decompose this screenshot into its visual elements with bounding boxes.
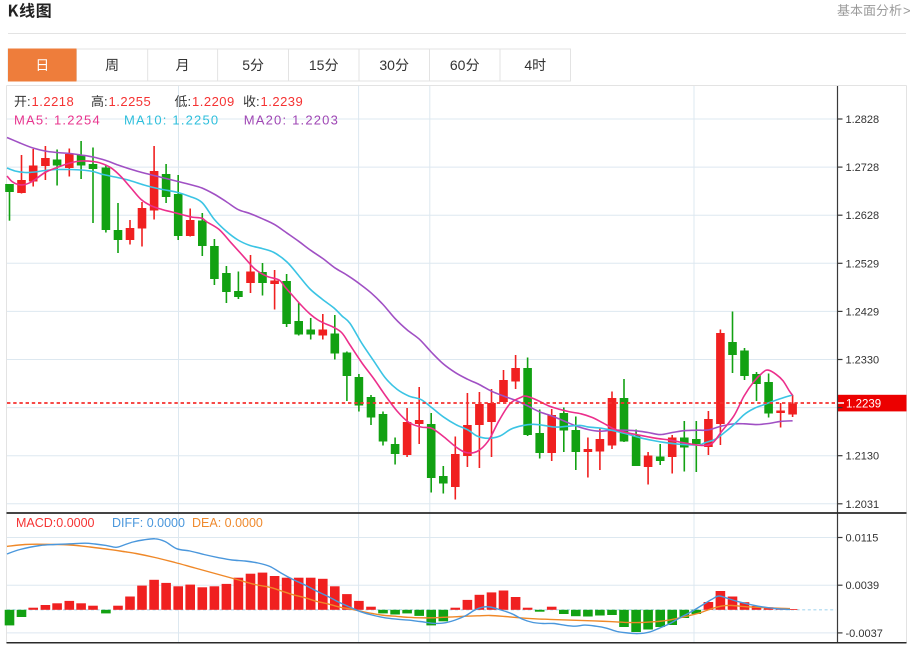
svg-text:0.0039: 0.0039 <box>846 580 880 592</box>
svg-text:MA5: 1.2254: MA5: 1.2254 <box>14 113 101 128</box>
svg-text:MA10: 1.2250: MA10: 1.2250 <box>124 113 219 128</box>
svg-text:1.2728: 1.2728 <box>846 162 880 174</box>
svg-text:MACD:0.0000: MACD:0.0000 <box>16 516 95 530</box>
svg-text:0.0115: 0.0115 <box>846 533 879 545</box>
svg-text:30: 30 <box>379 57 395 73</box>
svg-text::: : <box>256 94 260 109</box>
svg-text::: : <box>27 94 31 109</box>
svg-text:DEA: 0.0000: DEA: 0.0000 <box>192 516 263 530</box>
svg-text:60: 60 <box>450 57 466 73</box>
svg-text:>: > <box>903 3 910 18</box>
svg-text:1.2239: 1.2239 <box>261 94 304 109</box>
svg-text:15: 15 <box>309 57 325 73</box>
svg-text:1.2529: 1.2529 <box>846 258 880 270</box>
svg-text:1.2130: 1.2130 <box>846 451 880 463</box>
svg-text:1.2209: 1.2209 <box>192 94 235 109</box>
svg-text:1.2628: 1.2628 <box>846 210 880 222</box>
svg-text:1.2031: 1.2031 <box>846 499 880 511</box>
svg-text:1.2330: 1.2330 <box>846 355 880 367</box>
svg-text:1.2218: 1.2218 <box>32 94 75 109</box>
svg-text:DIFF: 0.0000: DIFF: 0.0000 <box>112 516 185 530</box>
svg-text:1.2828: 1.2828 <box>846 114 880 126</box>
svg-text:4: 4 <box>524 57 532 73</box>
svg-text:MA20: 1.2203: MA20: 1.2203 <box>244 113 339 128</box>
svg-text:1.2239: 1.2239 <box>846 398 881 410</box>
svg-text:1.2255: 1.2255 <box>109 94 152 109</box>
svg-text::: : <box>188 94 192 109</box>
svg-text:1.2429: 1.2429 <box>846 306 880 318</box>
svg-text:5: 5 <box>242 57 250 73</box>
svg-text::: : <box>104 94 108 109</box>
svg-text:-0.0037: -0.0037 <box>846 628 883 640</box>
